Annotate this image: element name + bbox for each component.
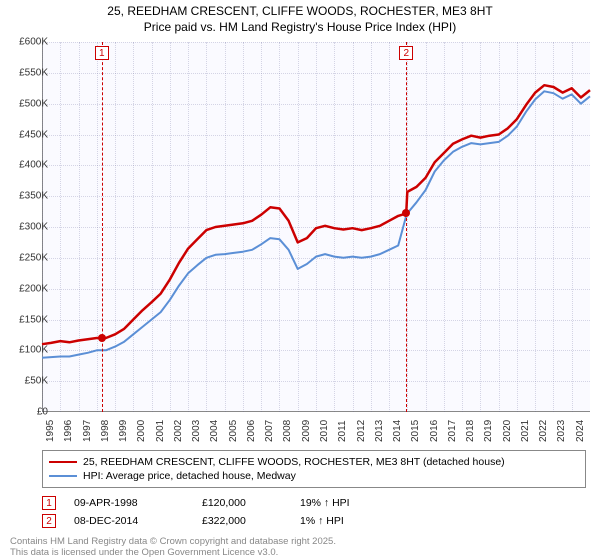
x-tick-label: 2011: [337, 420, 348, 442]
x-tick-label: 1998: [100, 420, 111, 442]
title-line-2: Price paid vs. HM Land Registry's House …: [0, 20, 600, 36]
legend-item: 25, REEDHAM CRESCENT, CLIFFE WOODS, ROCH…: [49, 455, 579, 469]
sale-marker-box: 1: [42, 496, 56, 510]
y-tick-label: £550K: [8, 67, 48, 78]
x-tick-label: 2001: [155, 420, 166, 442]
chart-title: 25, REEDHAM CRESCENT, CLIFFE WOODS, ROCH…: [0, 0, 600, 35]
title-line-1: 25, REEDHAM CRESCENT, CLIFFE WOODS, ROCH…: [0, 4, 600, 20]
y-tick-label: £250K: [8, 252, 48, 263]
sale-date: 08-DEC-2014: [74, 515, 184, 527]
y-tick-label: £400K: [8, 160, 48, 171]
y-tick-label: £100K: [8, 345, 48, 356]
x-tick-label: 2018: [465, 420, 476, 442]
x-tick-label: 1995: [45, 420, 56, 442]
legend: 25, REEDHAM CRESCENT, CLIFFE WOODS, ROCH…: [42, 450, 586, 488]
y-tick-label: £350K: [8, 191, 48, 202]
x-tick-label: 2007: [264, 420, 275, 442]
y-tick-label: £450K: [8, 129, 48, 140]
x-tick-label: 2020: [502, 420, 513, 442]
chart-container: 25, REEDHAM CRESCENT, CLIFFE WOODS, ROCH…: [0, 0, 600, 560]
x-tick-label: 2005: [228, 420, 239, 442]
legend-swatch: [49, 461, 77, 463]
y-tick-label: £300K: [8, 222, 48, 233]
plot-area: 12: [42, 42, 590, 412]
x-tick-label: 2014: [392, 420, 403, 442]
legend-item: HPI: Average price, detached house, Medw…: [49, 469, 579, 483]
x-tick-label: 2009: [301, 420, 312, 442]
sale-price: £322,000: [202, 515, 282, 527]
x-tick-label: 2019: [483, 420, 494, 442]
sale-hpi-diff: 1% ↑ HPI: [300, 515, 400, 527]
x-tick-label: 2010: [319, 420, 330, 442]
sale-price: £120,000: [202, 497, 282, 509]
x-tick-label: 1999: [118, 420, 129, 442]
x-tick-label: 2000: [136, 420, 147, 442]
sale-marker-line: [406, 42, 407, 412]
y-tick-label: £0: [8, 407, 48, 418]
sales-table: 1 09-APR-1998 £120,000 19% ↑ HPI 2 08-DE…: [42, 494, 586, 530]
attribution-line: Contains HM Land Registry data © Crown c…: [10, 537, 336, 547]
x-tick-label: 2015: [410, 420, 421, 442]
x-tick-label: 2016: [429, 420, 440, 442]
y-tick-label: £50K: [8, 376, 48, 387]
y-tick-label: £150K: [8, 314, 48, 325]
attribution: Contains HM Land Registry data © Crown c…: [10, 537, 336, 558]
x-tick-label: 2013: [374, 420, 385, 442]
x-tick-label: 2023: [556, 420, 567, 442]
y-tick-label: £500K: [8, 98, 48, 109]
sale-marker-box: 2: [399, 46, 413, 60]
x-tick-label: 2024: [575, 420, 586, 442]
x-tick-label: 2012: [356, 420, 367, 442]
y-tick-label: £200K: [8, 283, 48, 294]
sale-marker-box: 2: [42, 514, 56, 528]
attribution-line: This data is licensed under the Open Gov…: [10, 548, 336, 558]
x-tick-label: 2004: [209, 420, 220, 442]
sale-marker-dot: [402, 209, 410, 217]
series-price_paid: [42, 85, 590, 344]
table-row: 1 09-APR-1998 £120,000 19% ↑ HPI: [42, 494, 586, 512]
x-tick-label: 2022: [538, 420, 549, 442]
x-tick-label: 2006: [246, 420, 257, 442]
legend-label: 25, REEDHAM CRESCENT, CLIFFE WOODS, ROCH…: [83, 456, 505, 468]
x-tick-label: 1997: [82, 420, 93, 442]
y-tick-label: £600K: [8, 37, 48, 48]
legend-swatch: [49, 475, 77, 477]
x-tick-label: 2003: [191, 420, 202, 442]
line-series: [42, 42, 590, 412]
table-row: 2 08-DEC-2014 £322,000 1% ↑ HPI: [42, 512, 586, 530]
series-hpi: [42, 91, 590, 357]
sale-marker-line: [102, 42, 103, 412]
x-tick-label: 2008: [282, 420, 293, 442]
x-tick-label: 2017: [447, 420, 458, 442]
sale-marker-dot: [98, 334, 106, 342]
legend-label: HPI: Average price, detached house, Medw…: [83, 470, 296, 482]
x-tick-label: 2002: [173, 420, 184, 442]
x-tick-label: 1996: [63, 420, 74, 442]
sale-marker-box: 1: [95, 46, 109, 60]
sale-date: 09-APR-1998: [74, 497, 184, 509]
x-tick-label: 2021: [520, 420, 531, 442]
sale-hpi-diff: 19% ↑ HPI: [300, 497, 400, 509]
